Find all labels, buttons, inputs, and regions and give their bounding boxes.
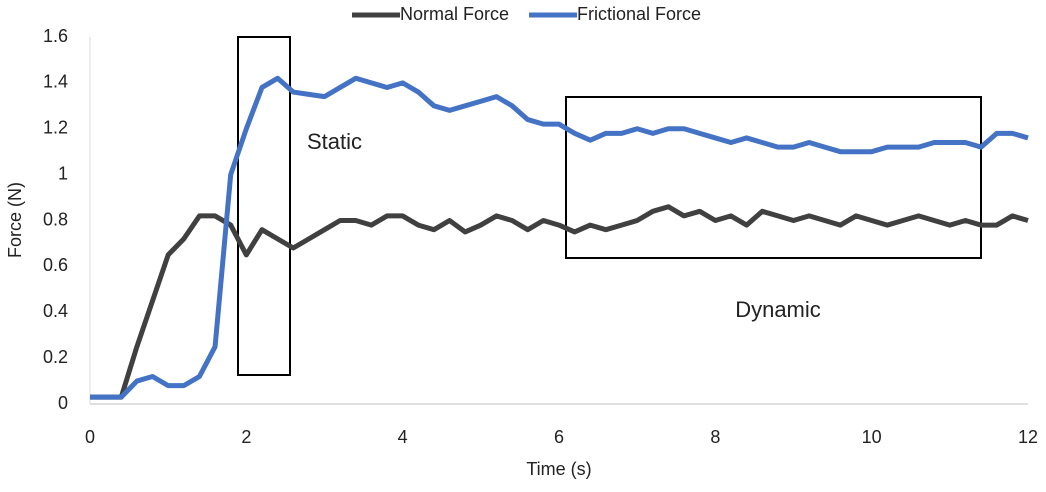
legend-label: Normal Force	[400, 4, 509, 24]
x-tick-label: 4	[398, 427, 408, 447]
series-line	[90, 75, 1029, 400]
y-tick-label: 0.2	[43, 347, 68, 367]
x-tick-label: 2	[241, 427, 251, 447]
y-tick-label: 0	[58, 393, 68, 413]
x-tick-label: 6	[554, 427, 564, 447]
x-tick-label: 10	[862, 427, 882, 447]
x-tick-label: 0	[85, 427, 95, 447]
x-axis-label: Time (s)	[526, 459, 591, 479]
x-tick-label: 8	[710, 427, 720, 447]
x-tick-label: 12	[1018, 427, 1038, 447]
dynamic-box	[565, 96, 982, 259]
y-tick-label: 0.8	[43, 209, 68, 229]
series-line	[90, 204, 1029, 400]
y-tick-label: 1.4	[43, 72, 68, 92]
y-tick-label: 1.6	[43, 26, 68, 46]
annotation: Dynamic	[735, 297, 821, 322]
static-box	[237, 36, 291, 376]
annotation: Static	[307, 129, 362, 154]
y-tick-label: 0.6	[43, 255, 68, 275]
legend-label: Frictional Force	[577, 4, 701, 24]
y-tick-label: 1.2	[43, 118, 68, 138]
y-tick-label: 1	[58, 163, 68, 183]
y-tick-label: 0.4	[43, 301, 68, 321]
y-axis-label: Force (N)	[5, 182, 25, 258]
